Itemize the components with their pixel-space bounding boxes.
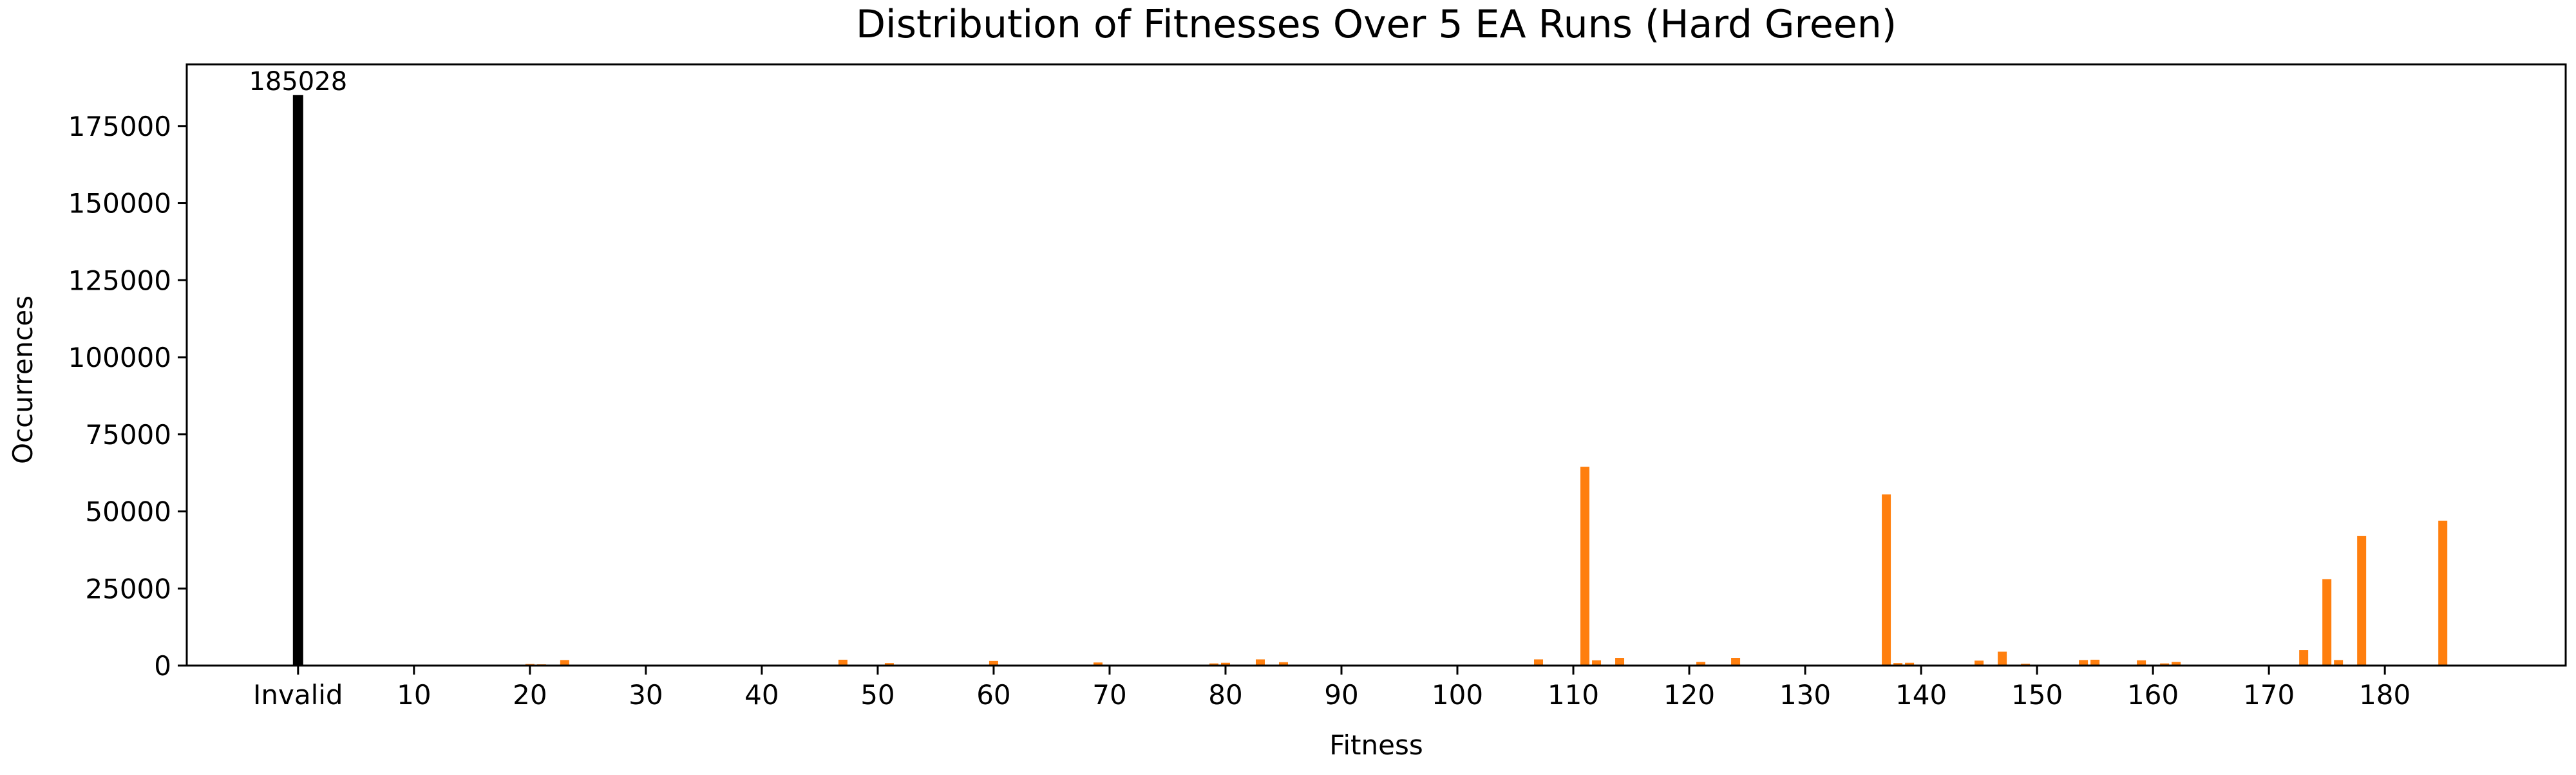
bar-fitness-83 — [1255, 659, 1265, 666]
x-tick-label: 30 — [629, 679, 663, 711]
bar-fitness-154 — [2079, 660, 2088, 666]
x-tick-label: 110 — [1548, 679, 1599, 711]
x-tick-label: 80 — [1208, 679, 1242, 711]
y-tick-label: 50000 — [85, 496, 171, 528]
y-tick-label: 100000 — [68, 342, 171, 373]
chart-title: Distribution of Fitnesses Over 5 EA Runs… — [856, 2, 1897, 47]
bar-fitness-138 — [1893, 663, 1903, 666]
bar-fitness-178 — [2357, 536, 2367, 666]
bar-fitness-85 — [1278, 662, 1288, 666]
bar-fitness-79 — [1209, 663, 1218, 666]
bar-fitness-60 — [989, 660, 998, 666]
bar-fitness-139 — [1905, 662, 1915, 666]
x-tick-label: 70 — [1092, 679, 1126, 711]
x-tick-label: 120 — [1663, 679, 1715, 711]
y-tick-label: 0 — [154, 650, 171, 682]
x-tick-label: 40 — [744, 679, 779, 711]
x-tick-label: 170 — [2243, 679, 2295, 711]
x-axis-label: Fitness — [1329, 729, 1423, 761]
bar-fitness-111 — [1580, 467, 1590, 666]
x-tick-label: 90 — [1324, 679, 1358, 711]
bar-fitness-159 — [2137, 660, 2146, 666]
y-tick-label: 75000 — [85, 419, 171, 451]
bar-fitness-23 — [560, 660, 569, 666]
bar-fitness-51 — [884, 663, 894, 666]
bar-fitness-145 — [1975, 660, 1984, 666]
x-tick-label: 20 — [513, 679, 547, 711]
y-tick-label: 150000 — [68, 188, 171, 219]
ticks-layer: 0 25000 50000 75000 100000 125000 150000 175000… — [68, 111, 2411, 711]
x-tick-label: 60 — [976, 679, 1010, 711]
y-axis-label: Occurrences — [7, 295, 39, 464]
x-tick-label: 130 — [1779, 679, 1831, 711]
bar-fitness-175 — [2322, 579, 2332, 666]
bar-fitness-161 — [2160, 663, 2170, 666]
x-tick-label: 10 — [397, 679, 431, 711]
bar-invalid-data-label: 185028 — [249, 67, 347, 97]
x-tick-label: Invalid — [253, 679, 343, 711]
bar-fitness-162 — [2172, 662, 2181, 666]
x-tick-label: 100 — [1432, 679, 1483, 711]
x-tick-label: 160 — [2127, 679, 2179, 711]
bar-fitness-112 — [1592, 660, 1602, 666]
bars-layer: 185028 — [249, 67, 2448, 666]
bar-fitness-137 — [1882, 494, 1891, 666]
bar-fitness-47 — [838, 659, 848, 666]
bar-fitness-80 — [1220, 662, 1230, 666]
x-tick-label: 150 — [2011, 679, 2063, 711]
bar-fitness-173 — [2299, 650, 2309, 666]
bar-fitness-155 — [2090, 659, 2100, 666]
bar-invalid — [292, 95, 303, 666]
x-tick-label: 140 — [1895, 679, 1947, 711]
bar-fitness-114 — [1615, 658, 1625, 666]
bar-fitness-69 — [1093, 662, 1103, 666]
x-tick-label: 180 — [2359, 679, 2410, 711]
bar-fitness-124 — [1731, 658, 1741, 666]
bar-fitness-107 — [1534, 659, 1544, 666]
bar-fitness-121 — [1696, 662, 1706, 666]
y-tick-label: 125000 — [68, 265, 171, 296]
plot-frame — [185, 63, 2567, 667]
bar-fitness-147 — [1998, 651, 2007, 666]
x-tick-label: 50 — [860, 679, 895, 711]
y-tick-label: 25000 — [85, 573, 171, 604]
y-tick-label: 175000 — [68, 111, 171, 142]
bar-fitness-176 — [2334, 660, 2344, 666]
bar-fitness-185 — [2438, 520, 2448, 666]
